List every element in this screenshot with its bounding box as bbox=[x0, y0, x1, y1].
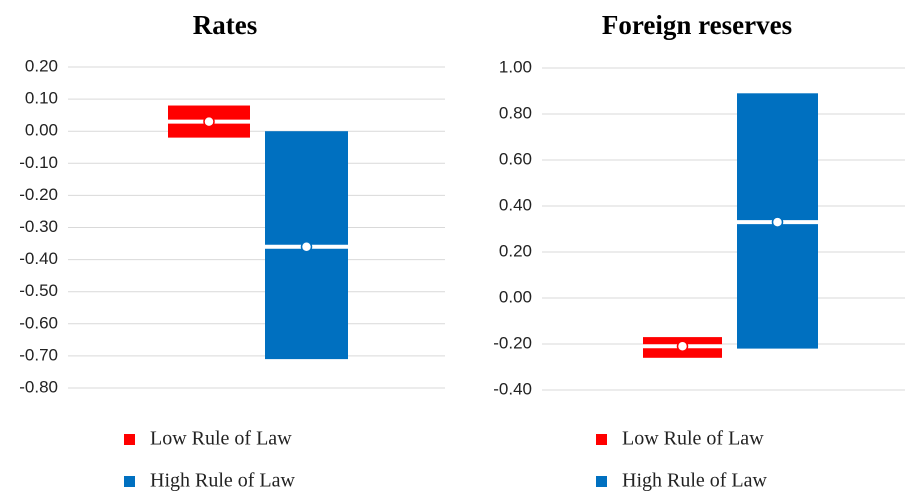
estimate-point bbox=[676, 340, 689, 353]
legend-label: Low Rule of Law bbox=[150, 428, 292, 450]
legend-label: High Rule of Law bbox=[622, 470, 768, 492]
y-tick-label: -0.30 bbox=[19, 217, 58, 236]
y-tick-label: -0.10 bbox=[19, 153, 58, 172]
y-tick-label: 0.00 bbox=[499, 287, 532, 306]
y-tick-label: 0.00 bbox=[25, 121, 58, 140]
estimate-point bbox=[300, 241, 313, 253]
legend-label: Low Rule of Law bbox=[622, 428, 764, 450]
legend-marker bbox=[124, 434, 135, 445]
legend-marker bbox=[124, 476, 135, 487]
chart-title: Rates bbox=[193, 10, 257, 40]
y-tick-label: 0.20 bbox=[25, 56, 58, 75]
y-tick-label: -0.20 bbox=[19, 185, 58, 204]
y-tick-label: -0.40 bbox=[493, 379, 532, 398]
y-tick-label: -0.50 bbox=[19, 281, 58, 300]
y-tick-label: -0.70 bbox=[19, 345, 58, 364]
y-tick-label: -0.40 bbox=[19, 249, 58, 268]
legend-label: High Rule of Law bbox=[150, 470, 296, 492]
chart-title: Foreign reserves bbox=[602, 10, 792, 40]
y-tick-label: 0.10 bbox=[25, 89, 58, 108]
y-tick-label: 1.00 bbox=[499, 57, 532, 76]
legend-marker bbox=[596, 434, 607, 445]
y-tick-label: 0.40 bbox=[499, 195, 532, 214]
y-tick-label: -0.60 bbox=[19, 313, 58, 332]
y-tick-label: 0.60 bbox=[499, 149, 532, 168]
y-tick-label: -0.20 bbox=[493, 333, 532, 352]
y-tick-label: -0.80 bbox=[19, 377, 58, 396]
y-tick-label: 0.80 bbox=[499, 103, 532, 122]
y-tick-label: 0.20 bbox=[499, 241, 532, 260]
estimate-point bbox=[771, 216, 784, 228]
estimate-point bbox=[203, 115, 215, 128]
legend-marker bbox=[596, 476, 607, 487]
